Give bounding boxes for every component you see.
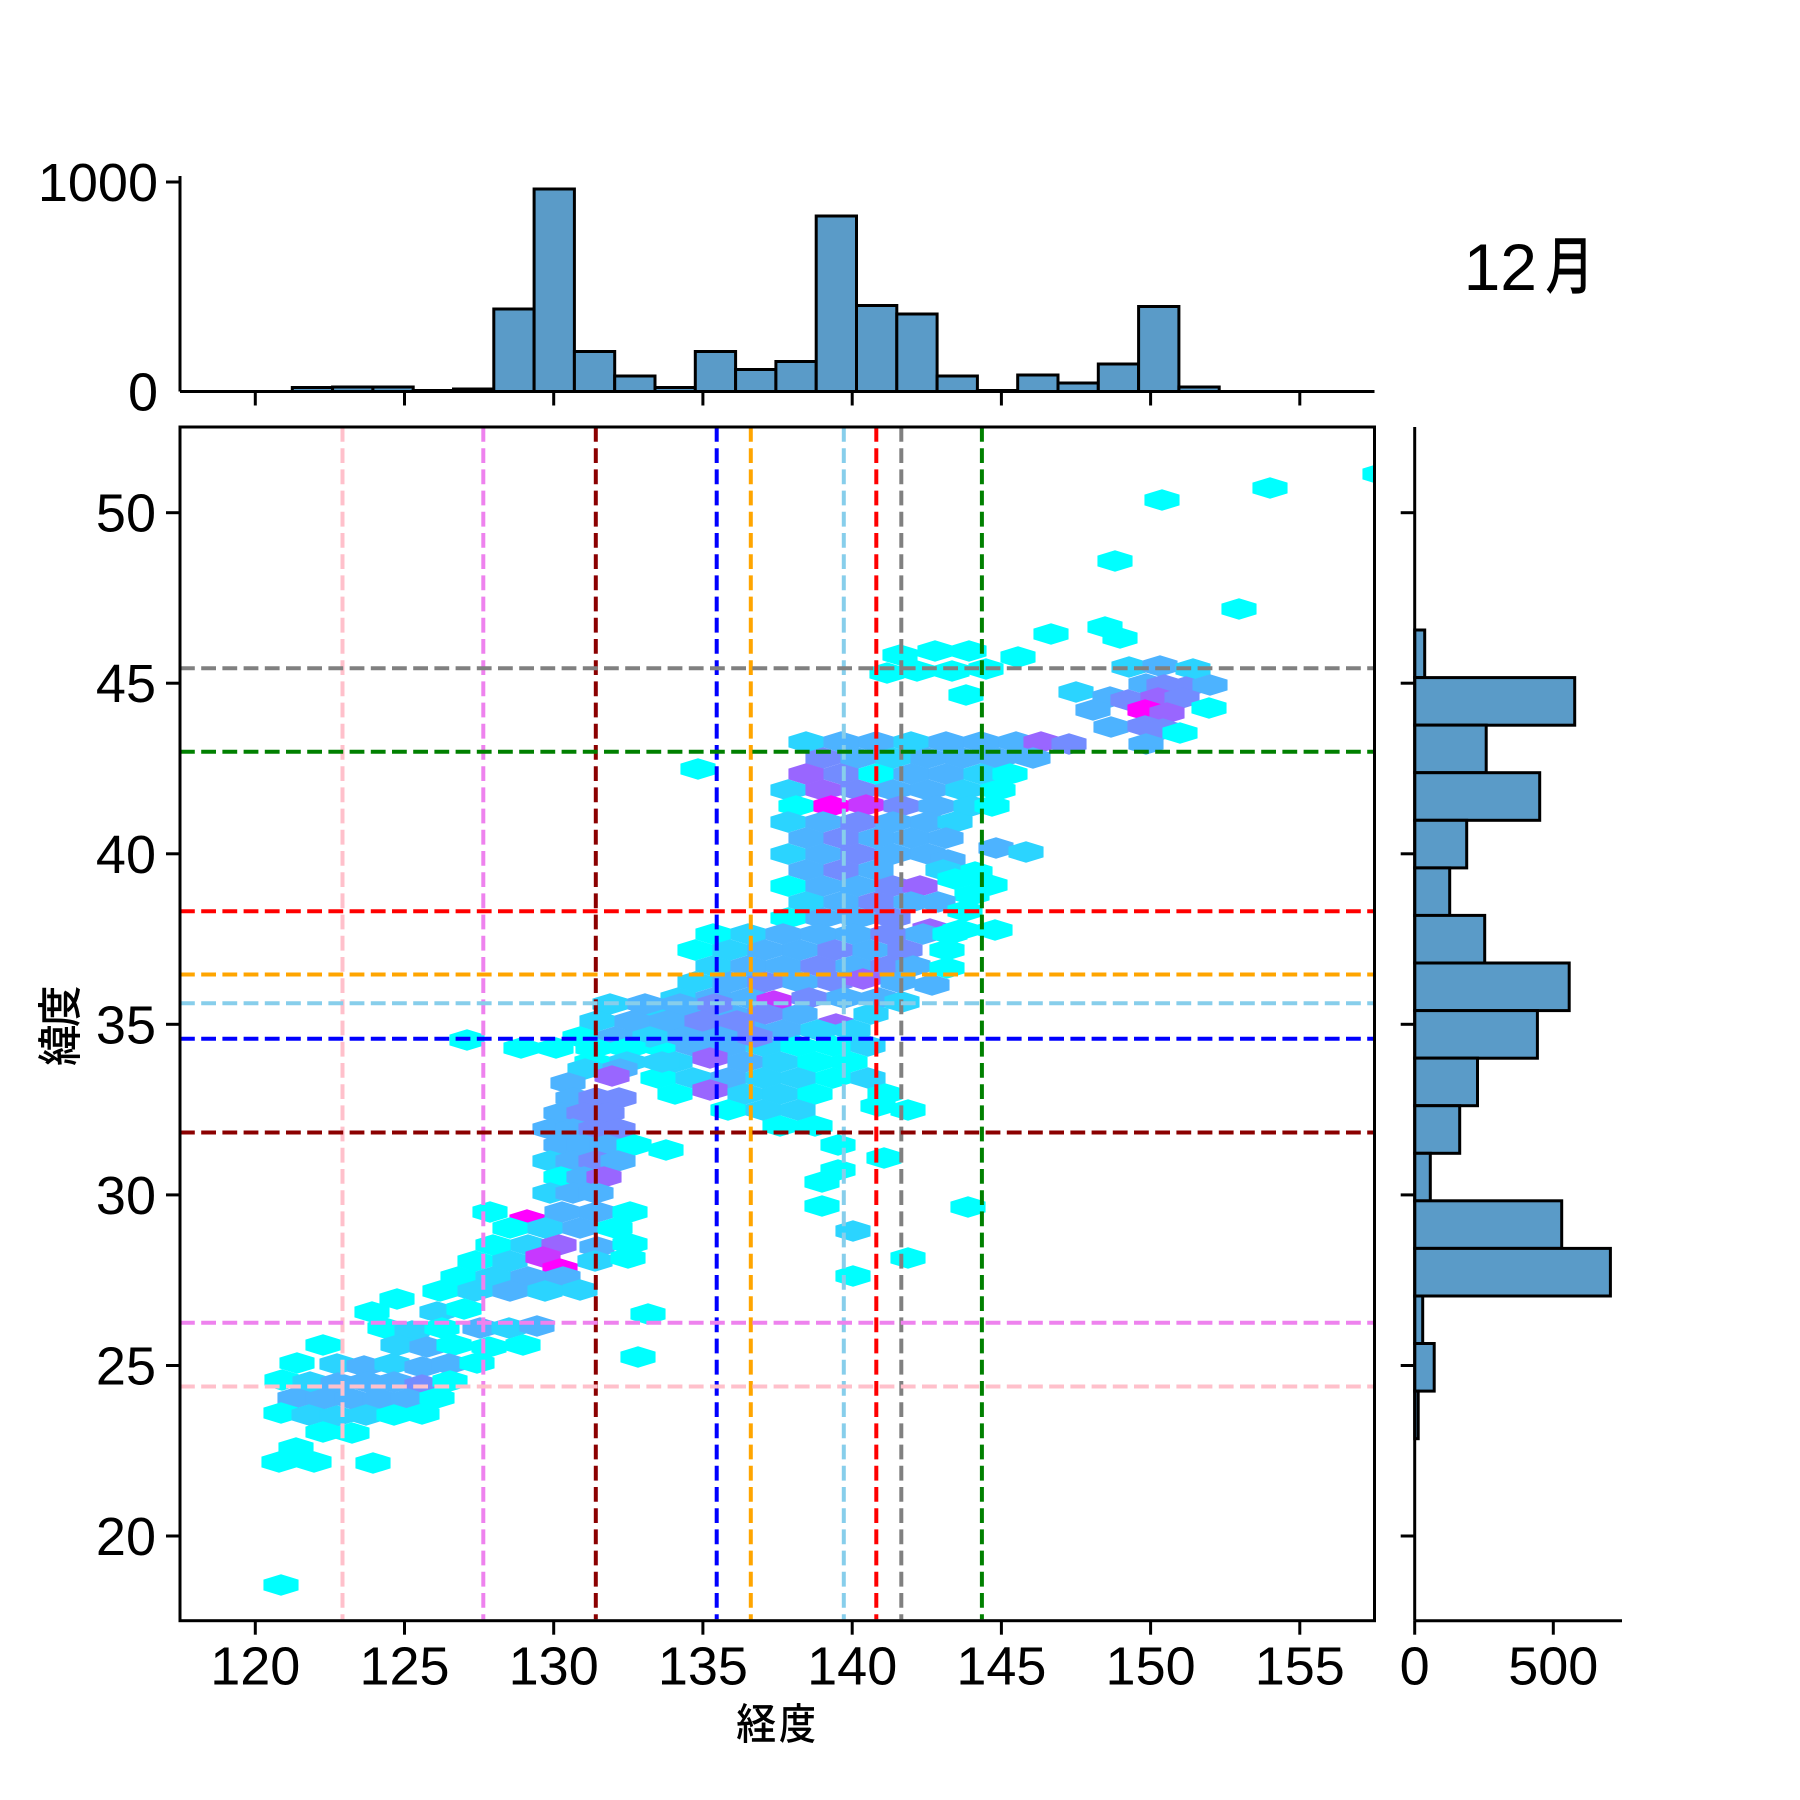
svg-text:45: 45 — [96, 654, 156, 714]
svg-text:0: 0 — [1400, 1637, 1430, 1697]
svg-text:35: 35 — [96, 995, 156, 1055]
svg-text:0: 0 — [128, 363, 158, 423]
svg-text:135: 135 — [658, 1637, 748, 1697]
svg-text:50: 50 — [96, 484, 156, 544]
svg-text:1000: 1000 — [38, 153, 158, 213]
svg-text:130: 130 — [509, 1637, 599, 1697]
svg-text:120: 120 — [210, 1637, 300, 1697]
svg-text:12: 12 — [1464, 230, 1537, 304]
svg-text:20: 20 — [96, 1507, 156, 1567]
svg-text:150: 150 — [1106, 1637, 1196, 1697]
svg-text:145: 145 — [956, 1637, 1046, 1697]
svg-text:140: 140 — [807, 1637, 897, 1697]
svg-text:155: 155 — [1255, 1637, 1345, 1697]
svg-text:500: 500 — [1508, 1637, 1598, 1697]
svg-text:40: 40 — [96, 825, 156, 885]
svg-text:30: 30 — [96, 1166, 156, 1226]
svg-text:25: 25 — [96, 1337, 156, 1397]
svg-text:125: 125 — [359, 1637, 449, 1697]
